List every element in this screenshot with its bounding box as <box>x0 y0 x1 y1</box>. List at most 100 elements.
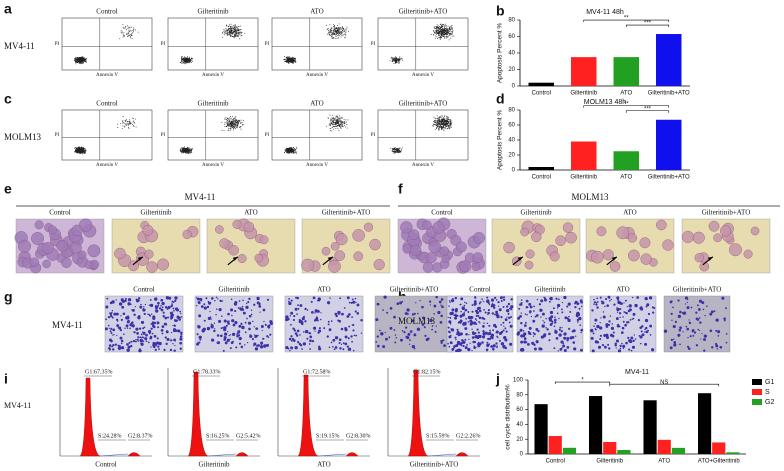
dot <box>82 153 84 155</box>
dot <box>295 153 297 154</box>
dot <box>339 125 341 126</box>
dot <box>336 120 337 122</box>
dot <box>449 126 451 128</box>
dot <box>442 33 444 35</box>
dot <box>189 61 191 63</box>
dot <box>75 152 77 154</box>
dot <box>240 31 242 33</box>
cell <box>242 311 246 315</box>
dot <box>238 119 240 121</box>
cell <box>434 330 437 333</box>
dot <box>81 59 83 61</box>
dot <box>394 61 396 63</box>
dot <box>332 117 334 119</box>
cell <box>176 319 179 322</box>
dot <box>226 117 228 119</box>
cell <box>173 324 176 327</box>
dot <box>75 148 77 150</box>
dot <box>79 152 81 154</box>
dot <box>335 31 336 33</box>
condition-title: ATO <box>310 8 323 16</box>
dot <box>441 28 443 30</box>
dot <box>338 31 340 33</box>
cell <box>415 302 417 304</box>
dot <box>330 32 332 33</box>
cell <box>495 312 499 317</box>
dot <box>348 30 349 32</box>
dot <box>119 38 121 40</box>
dot <box>332 117 334 118</box>
dot <box>331 30 333 32</box>
dot <box>80 60 82 62</box>
dot <box>436 121 438 123</box>
dot <box>85 59 87 61</box>
dot <box>445 27 447 29</box>
dot <box>235 27 236 29</box>
cell <box>743 249 753 259</box>
cell <box>260 344 263 347</box>
condition-title: Gilteritinib+ATO <box>322 209 371 217</box>
dot <box>289 147 291 149</box>
cell <box>400 221 413 234</box>
dot <box>397 150 399 152</box>
cell <box>203 319 206 322</box>
cell <box>548 339 551 342</box>
dot <box>236 32 237 34</box>
cell <box>399 301 403 305</box>
dot <box>441 27 443 28</box>
cell <box>448 305 450 307</box>
cell <box>449 311 453 316</box>
cell <box>580 328 584 332</box>
dot <box>82 56 84 58</box>
dot <box>398 58 400 59</box>
dot <box>133 29 134 31</box>
dot <box>451 27 452 29</box>
dot <box>397 149 398 150</box>
dot <box>444 25 446 27</box>
dot <box>223 34 225 36</box>
dot <box>124 26 126 28</box>
dot <box>398 148 400 150</box>
dot <box>79 58 81 59</box>
cell <box>542 312 545 316</box>
cell <box>487 337 490 341</box>
cell <box>310 300 313 303</box>
dot <box>75 147 77 149</box>
cell <box>126 315 130 319</box>
dot <box>186 152 188 154</box>
dot <box>230 29 232 31</box>
cell <box>247 321 252 325</box>
dot <box>186 61 188 63</box>
dot <box>77 147 79 149</box>
dot <box>438 28 439 30</box>
dot <box>398 150 400 152</box>
dot <box>342 122 344 124</box>
dot <box>226 25 228 27</box>
dot <box>85 150 87 152</box>
cell <box>555 235 566 247</box>
dot <box>392 58 394 59</box>
cell <box>549 251 560 262</box>
dot <box>183 58 185 60</box>
dot <box>122 31 124 33</box>
dot <box>124 126 126 128</box>
dot <box>236 35 237 37</box>
dot <box>289 149 291 151</box>
dot <box>237 36 239 37</box>
dot <box>443 32 445 33</box>
dot <box>445 127 446 129</box>
dot <box>451 33 453 35</box>
cell <box>455 308 458 310</box>
dot <box>227 124 229 126</box>
dot <box>436 126 438 127</box>
dot <box>438 31 440 33</box>
dot <box>397 151 399 152</box>
dot <box>224 118 226 120</box>
cell <box>538 303 542 306</box>
dot <box>286 149 288 151</box>
dot <box>342 34 344 36</box>
dot <box>394 59 396 61</box>
cell <box>502 298 506 301</box>
dot <box>340 27 342 29</box>
dot <box>343 31 345 33</box>
